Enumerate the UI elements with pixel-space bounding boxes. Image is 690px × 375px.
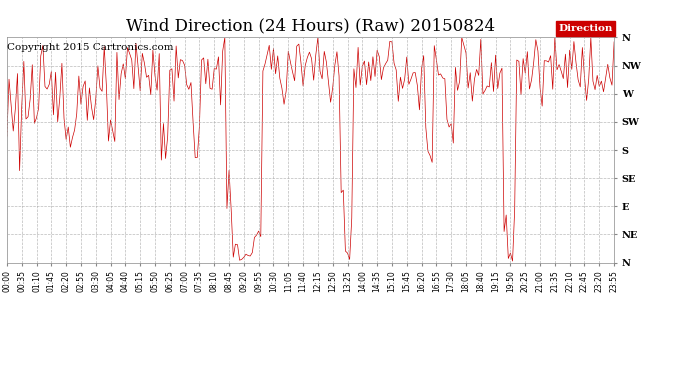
Title: Wind Direction (24 Hours) (Raw) 20150824: Wind Direction (24 Hours) (Raw) 20150824 — [126, 18, 495, 34]
Text: Copyright 2015 Cartronics.com: Copyright 2015 Cartronics.com — [7, 43, 173, 52]
Text: Direction: Direction — [558, 24, 613, 33]
